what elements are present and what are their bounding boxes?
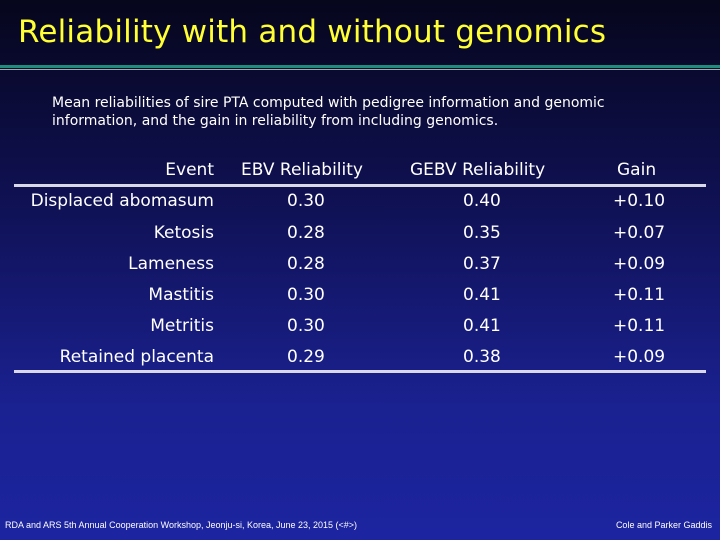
row-ebv: 0.30 [287,316,325,336]
row-gebv: 0.41 [463,285,501,305]
row-gain: +0.11 [613,316,666,336]
row-event: Mastitis [148,285,214,305]
row-ebv: 0.28 [287,254,325,274]
row-gebv: 0.37 [463,254,501,274]
row-gain: +0.10 [613,191,666,211]
row-gain: +0.09 [613,254,666,274]
table-header-rule [14,184,706,187]
row-gain: +0.07 [613,223,666,243]
row-ebv: 0.28 [287,223,325,243]
row-event: Lameness [128,254,214,274]
row-event: Ketosis [153,223,214,243]
header-ebv-reliability: EBV Reliability [241,160,363,180]
header-event: Event [165,160,214,180]
row-gebv: 0.35 [463,223,501,243]
title-divider [0,65,720,68]
title-divider-thin [0,69,720,70]
row-event: Displaced abomasum [30,191,214,211]
footer-left: RDA and ARS 5th Annual Cooperation Works… [5,520,358,530]
header-gain: Gain [617,160,657,180]
row-gebv: 0.38 [463,347,501,367]
row-event: Metritis [150,316,214,336]
row-gain: +0.09 [613,347,666,367]
row-ebv: 0.30 [287,191,325,211]
table-bottom-rule [14,370,706,373]
slide-subtitle: Mean reliabilities of sire PTA computed … [52,95,605,129]
footer-right: Cole and Parker Gaddis [615,520,712,530]
row-event: Retained placenta [59,347,214,367]
header-gebv-reliability: GEBV Reliability [410,160,546,180]
row-ebv: 0.30 [287,285,325,305]
row-gebv: 0.41 [463,316,501,336]
row-gebv: 0.40 [463,191,501,211]
row-gain: +0.11 [613,285,666,305]
slide-title: Reliability with and without genomics [18,14,607,50]
row-ebv: 0.29 [287,347,325,367]
